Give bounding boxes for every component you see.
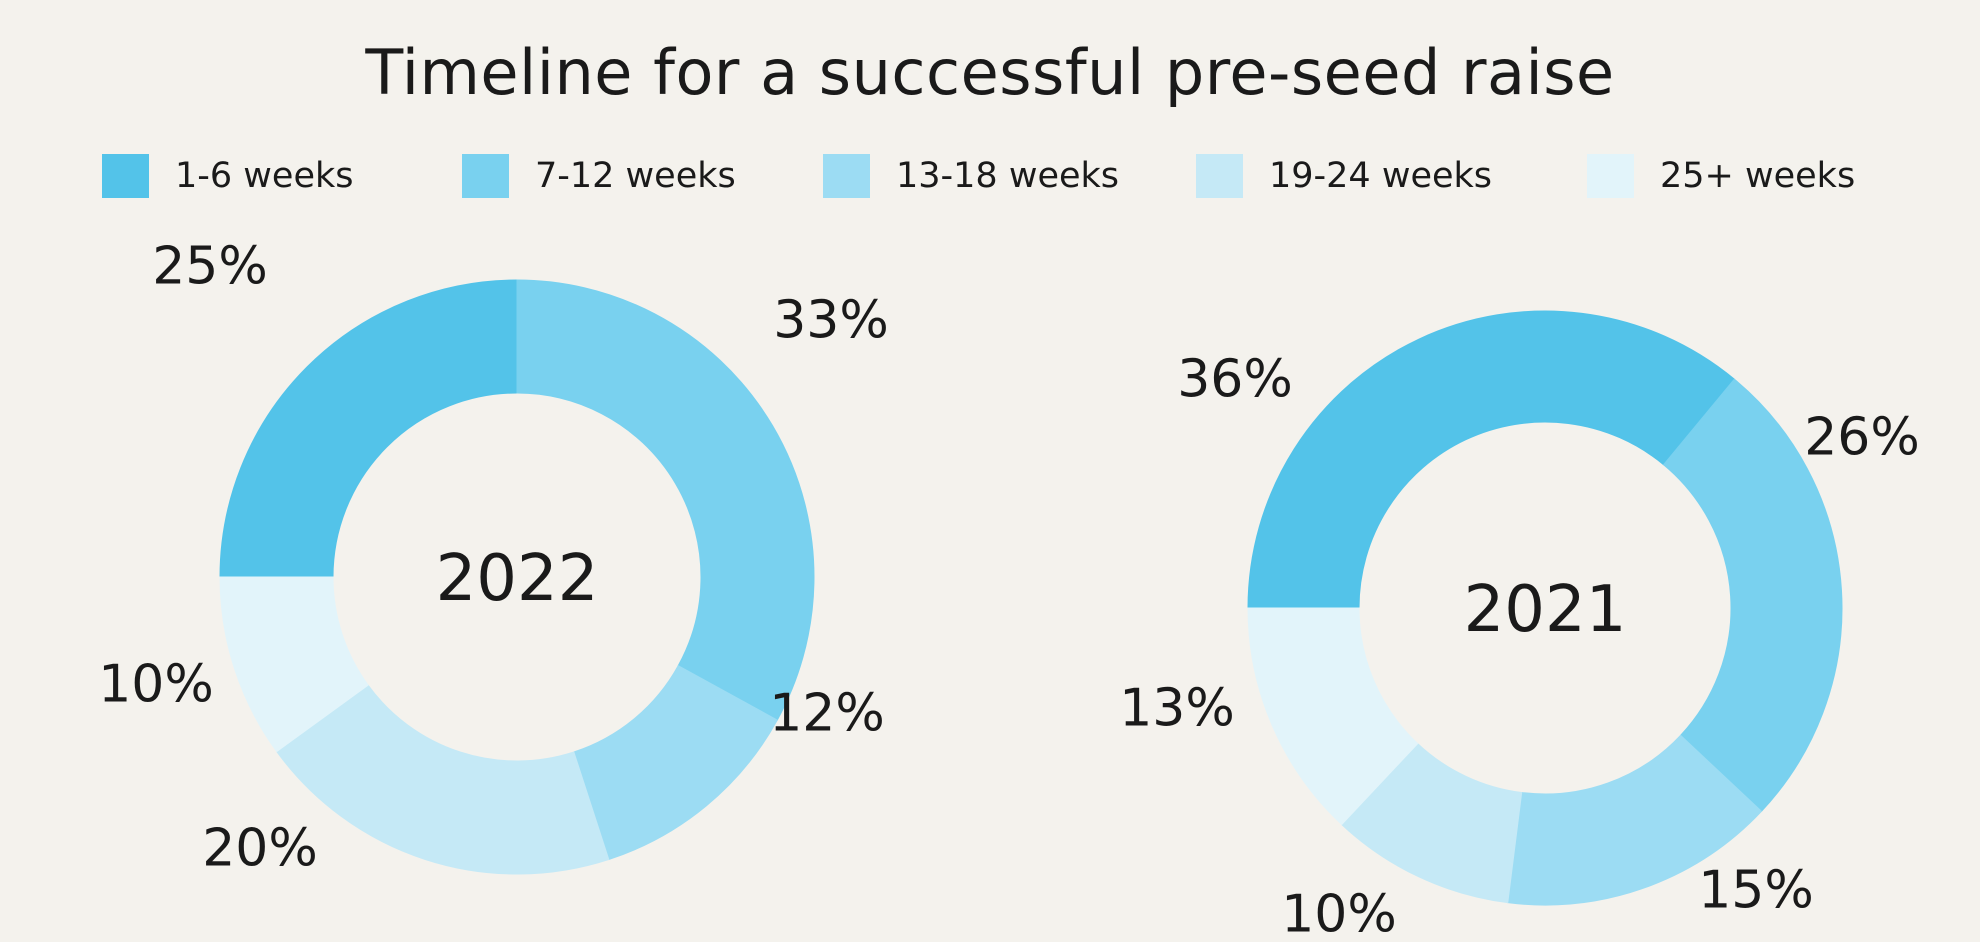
data-label-2021-7-12-weeks: 26% <box>1804 408 1920 468</box>
data-label-2022-13-18-weeks: 12% <box>769 684 885 744</box>
donut-segment-25+-weeks <box>219 576 369 753</box>
legend-swatch <box>102 154 149 198</box>
legend-label: 25+ weeks <box>1660 156 1856 196</box>
donut-segment-19-24-weeks <box>276 684 610 875</box>
legend-label: 19-24 weeks <box>1269 156 1493 196</box>
legend-item-7-12-weeks: 7-12 weeks <box>462 153 736 199</box>
donut-segment-1-6-weeks <box>219 279 518 578</box>
chart-title: Timeline for a successful pre-seed raise <box>365 36 1615 109</box>
year-label-2022: 2022 <box>436 542 599 616</box>
legend-item-19-24-weeks: 19-24 weeks <box>1196 153 1492 199</box>
donut-segment-25+-weeks <box>1247 607 1419 826</box>
legend-swatch <box>823 154 870 198</box>
data-label-2021-1-6-weeks: 36% <box>1177 350 1293 410</box>
legend-item-13-18-weeks: 13-18 weeks <box>823 153 1119 199</box>
legend-swatch <box>1587 154 1634 198</box>
data-label-2022-1-6-weeks: 25% <box>152 237 268 297</box>
donut-chart-2021: 36% 26% 15% 10% 13% 2021 <box>1119 310 1920 942</box>
legend-swatch <box>1196 154 1243 198</box>
donut-segment-1-6-weeks <box>1247 310 1736 609</box>
donut-chart-2022: 25% 33% 12% 20% 10% 2022 <box>98 237 889 879</box>
legend-swatch <box>462 154 509 198</box>
data-label-2021-25+-weeks: 13% <box>1119 679 1235 739</box>
legend-label: 7-12 weeks <box>535 156 736 196</box>
legend-label: 1-6 weeks <box>175 156 354 196</box>
data-label-2022-7-12-weeks: 33% <box>773 291 889 351</box>
data-label-2021-13-18-weeks: 15% <box>1698 861 1814 921</box>
data-label-2022-19-24-weeks: 20% <box>202 819 318 879</box>
legend-label: 13-18 weeks <box>896 156 1120 196</box>
donut-segment-7-12-weeks <box>1662 378 1843 813</box>
legend-item-25+-weeks: 25+ weeks <box>1587 153 1855 199</box>
data-label-2022-25+-weeks: 10% <box>98 655 214 715</box>
legend-item-1-6-weeks: 1-6 weeks <box>102 153 354 199</box>
data-label-2021-19-24-weeks: 10% <box>1281 885 1397 942</box>
year-label-2021: 2021 <box>1464 573 1627 647</box>
donut-segment-7-12-weeks <box>516 279 815 721</box>
